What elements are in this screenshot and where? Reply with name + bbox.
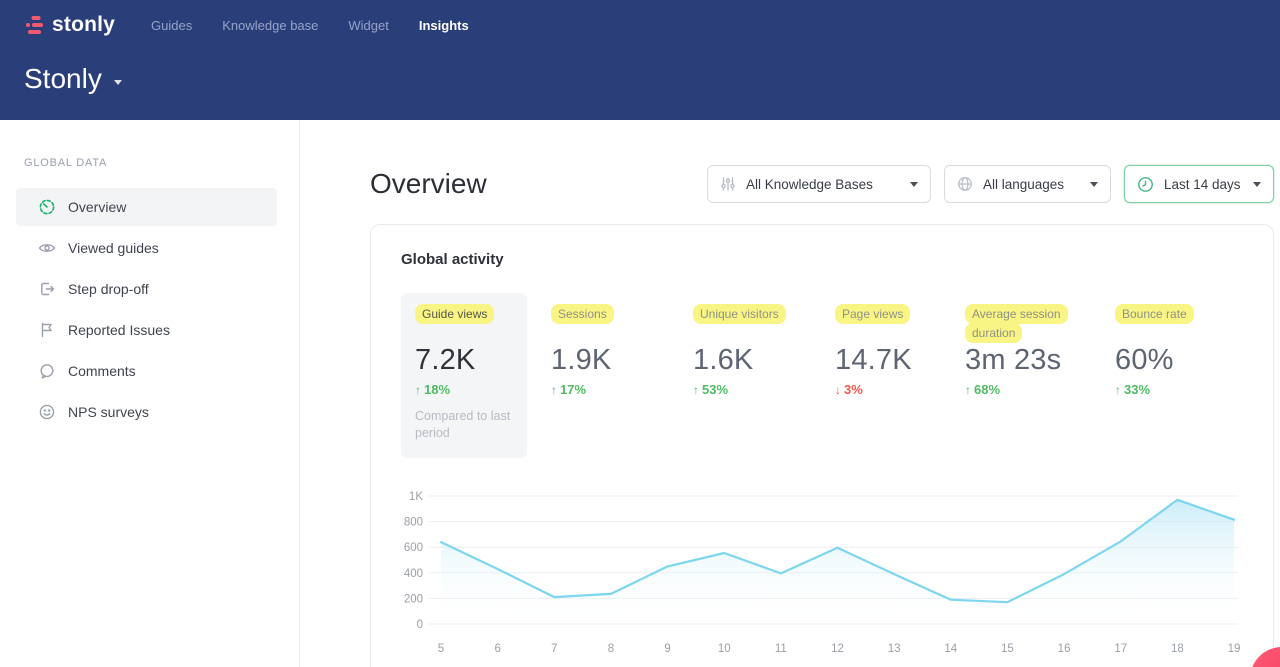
top-header: stonly Guides Knowledge base Widget Insi…	[0, 0, 1280, 120]
metric-guide-views[interactable]: Guide views 7.2K ↑18% Compared to last p…	[401, 293, 527, 458]
sliders-icon	[720, 176, 736, 192]
metric-delta: ↑68%	[965, 382, 1091, 397]
nav-item-insights[interactable]: Insights	[419, 18, 469, 33]
sidebar-item-step-drop-off[interactable]: Step drop-off	[16, 270, 277, 308]
global-activity-card: Global activity Guide views 7.2K ↑18% Co…	[370, 224, 1274, 667]
main-content: Overview All Knowledge Bases	[300, 120, 1280, 667]
svg-text:5: 5	[438, 643, 444, 655]
knowledge-bases-dropdown[interactable]: All Knowledge Bases	[707, 165, 931, 203]
svg-text:13: 13	[888, 643, 901, 655]
chevron-down-icon	[910, 182, 918, 187]
svg-text:0: 0	[417, 619, 423, 631]
stonly-logo[interactable]: stonly	[24, 13, 115, 37]
svg-text:12: 12	[831, 643, 844, 655]
trend-arrow-icon: ↑	[965, 383, 971, 397]
trend-arrow-icon: ↑	[1115, 383, 1121, 397]
trend-arrow-icon: ↑	[693, 383, 699, 397]
comment-icon	[38, 362, 56, 380]
languages-dropdown[interactable]: All languages	[944, 165, 1111, 203]
metric-value: 60%	[1115, 344, 1235, 377]
metric-note: Compared to last period	[415, 408, 513, 442]
metric-label: Guide views	[415, 304, 494, 324]
chevron-down-icon	[1253, 182, 1261, 187]
metric-delta: ↑53%	[693, 382, 811, 397]
metric-unique-visitors[interactable]: Unique visitors 1.6K ↑53%	[693, 293, 811, 397]
chevron-down-icon	[1090, 182, 1098, 187]
chevron-down-icon[interactable]	[114, 80, 122, 85]
metric-label: Average session duration	[965, 304, 1068, 343]
step-dropoff-icon	[38, 280, 56, 298]
sidebar-item-comments[interactable]: Comments	[16, 352, 277, 390]
metric-value: 7.2K	[415, 344, 513, 377]
filters-bar: All Knowledge Bases All languages	[707, 165, 1274, 203]
trend-arrow-icon: ↓	[835, 383, 841, 397]
svg-text:7: 7	[551, 643, 557, 655]
sidebar-menu: Overview Viewed guides S	[0, 188, 299, 431]
nav-item-guides[interactable]: Guides	[151, 18, 192, 33]
metric-average-session-duration[interactable]: Average session duration 3m 23s ↑68%	[965, 293, 1091, 397]
svg-text:800: 800	[404, 516, 423, 528]
metric-delta: ↑33%	[1115, 382, 1235, 397]
svg-text:16: 16	[1058, 643, 1071, 655]
svg-text:14: 14	[944, 643, 957, 655]
svg-text:400: 400	[404, 568, 423, 580]
trend-arrow-icon: ↑	[551, 383, 557, 397]
metric-sessions[interactable]: Sessions 1.9K ↑17%	[551, 293, 669, 397]
metrics-row: Guide views 7.2K ↑18% Compared to last p…	[401, 293, 1243, 458]
svg-text:15: 15	[1001, 643, 1014, 655]
svg-text:600: 600	[404, 542, 423, 554]
sidebar-item-overview[interactable]: Overview	[16, 188, 277, 226]
top-navbar: stonly Guides Knowledge base Widget Insi…	[24, 9, 1256, 41]
svg-text:200: 200	[404, 593, 423, 605]
trend-arrow-icon: ↑	[415, 383, 421, 397]
sidebar-section-label: GLOBAL DATA	[24, 157, 299, 169]
smiley-icon	[38, 403, 56, 421]
page-title: Overview	[370, 168, 487, 200]
metric-label: Bounce rate	[1115, 304, 1194, 324]
sidebar-item-nps-surveys[interactable]: NPS surveys	[16, 393, 277, 431]
main-nav: Guides Knowledge base Widget Insights	[151, 18, 469, 33]
card-title: Global activity	[401, 251, 1243, 268]
clock-icon	[1137, 176, 1154, 193]
globe-icon	[957, 176, 973, 192]
svg-text:11: 11	[775, 643, 787, 655]
metric-delta: ↑18%	[415, 382, 513, 397]
svg-text:6: 6	[494, 643, 500, 655]
sidebar-item-reported-issues[interactable]: Reported Issues	[16, 311, 277, 349]
svg-text:8: 8	[608, 643, 614, 655]
gauge-icon	[38, 198, 56, 216]
sidebar: GLOBAL DATA Overview Viewe	[0, 120, 300, 667]
date-range-dropdown[interactable]: Last 14 days	[1124, 165, 1274, 203]
nav-item-widget[interactable]: Widget	[348, 18, 388, 33]
svg-text:18: 18	[1171, 643, 1184, 655]
svg-text:17: 17	[1114, 643, 1127, 655]
metric-delta: ↑17%	[551, 382, 669, 397]
workspace-row: Stonly	[24, 63, 1256, 95]
metric-value: 1.9K	[551, 344, 669, 377]
svg-text:19: 19	[1228, 643, 1241, 655]
eye-icon	[38, 239, 56, 257]
svg-text:1K: 1K	[409, 491, 423, 503]
activity-chart: 0 200 400 600 800 1K 5 6 7 8 9 10 11 12 13 14 15 16 17 18 19	[401, 484, 1245, 658]
languages-value: All languages	[983, 177, 1064, 192]
metric-value: 1.6K	[693, 344, 811, 377]
svg-text:10: 10	[718, 643, 731, 655]
stonly-logo-icon	[24, 15, 45, 35]
metric-page-views[interactable]: Page views 14.7K ↓3%	[835, 293, 941, 397]
metric-label: Sessions	[551, 304, 614, 324]
metric-delta: ↓3%	[835, 382, 941, 397]
metric-label: Unique visitors	[693, 304, 786, 324]
flag-icon	[38, 321, 56, 339]
knowledge-bases-value: All Knowledge Bases	[746, 177, 873, 192]
metric-bounce-rate[interactable]: Bounce rate 60% ↑33%	[1115, 293, 1235, 397]
nav-item-knowledge-base[interactable]: Knowledge base	[222, 18, 318, 33]
metric-value: 3m 23s	[965, 344, 1091, 377]
metric-value: 14.7K	[835, 344, 941, 377]
workspace-title[interactable]: Stonly	[24, 63, 102, 95]
logo-text: stonly	[52, 13, 115, 37]
metric-label: Page views	[835, 304, 910, 324]
date-range-value: Last 14 days	[1164, 177, 1241, 192]
svg-text:9: 9	[664, 643, 670, 655]
sidebar-item-viewed-guides[interactable]: Viewed guides	[16, 229, 277, 267]
